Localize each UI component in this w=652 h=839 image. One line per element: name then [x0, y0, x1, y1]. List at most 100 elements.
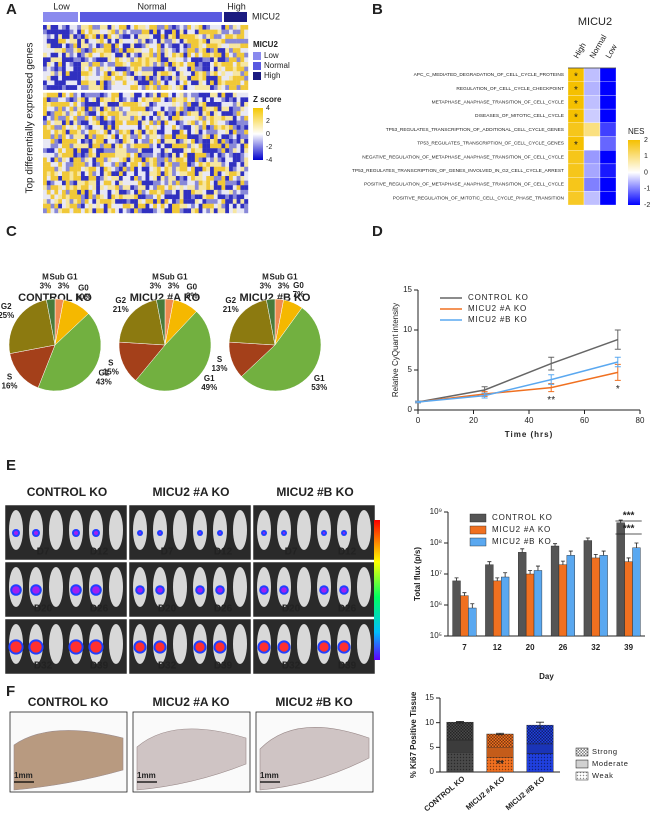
- heatmap-texture: [236, 208, 241, 214]
- heatmap-texture: [183, 43, 188, 49]
- group-label: Normal: [137, 1, 166, 11]
- heatmap-texture: [191, 166, 196, 172]
- heatmap-texture: [232, 62, 237, 67]
- significance-annotation: **: [547, 395, 555, 406]
- heatmap-texture: [149, 176, 154, 181]
- heatmap-texture: [69, 111, 74, 117]
- heatmap-texture: [96, 171, 101, 177]
- heatmap-texture: [202, 203, 207, 209]
- heatmap-texture: [244, 92, 249, 98]
- heatmap-texture: [61, 171, 66, 177]
- heatmap-texture: [160, 162, 165, 167]
- heatmap-texture: [232, 85, 237, 90]
- heatmap-texture: [115, 52, 120, 58]
- heatmap-texture: [175, 85, 180, 90]
- error-bar: [470, 603, 475, 609]
- heatmap-texture: [164, 139, 169, 144]
- heatmap-texture: [236, 162, 241, 167]
- heatmap-texture: [92, 57, 97, 63]
- heatmap-texture: [160, 29, 165, 35]
- heatmap-texture: [115, 194, 120, 200]
- heatmap-texture: [134, 115, 139, 121]
- heatmap-texture: [54, 180, 59, 186]
- heatmap-texture: [183, 85, 188, 90]
- heatmap-texture: [240, 148, 245, 154]
- heatmap-texture: [54, 176, 59, 181]
- heatmap-texture: [58, 152, 63, 158]
- heatmap-texture: [141, 120, 146, 126]
- x-tick-label: 20: [469, 416, 478, 425]
- heatmap-texture: [92, 129, 97, 135]
- heatmap-texture: [73, 148, 78, 154]
- heatmap-texture: [43, 106, 47, 112]
- heatmap-texture: [225, 34, 230, 40]
- heatmap-texture: [217, 71, 222, 77]
- heatmap-texture: [77, 152, 82, 158]
- error-bar: [548, 356, 555, 371]
- heatmap-texture: [160, 71, 165, 77]
- heatmap-texture: [115, 43, 120, 49]
- heatmap-texture: [130, 129, 135, 135]
- heatmap-texture: [99, 194, 104, 200]
- heatmap-texture: [65, 25, 70, 30]
- heatmap-texture: [43, 134, 47, 140]
- heatmap-texture: [160, 203, 165, 209]
- heatmap-texture: [54, 34, 59, 40]
- mouse-image: [233, 510, 247, 550]
- heatmap-texture: [84, 48, 89, 53]
- heatmap-texture: [221, 162, 226, 167]
- heatmap-texture: [46, 171, 51, 177]
- heatmap-texture: [111, 29, 116, 35]
- heatmap-texture: [168, 208, 173, 214]
- heatmap-texture: [115, 48, 120, 53]
- heatmap-texture: [145, 129, 150, 135]
- tissue-section: [259, 726, 370, 791]
- heatmap-texture: [46, 134, 51, 140]
- heatmap-texture: [84, 185, 89, 191]
- heatmap-texture: [88, 152, 93, 158]
- heatmap-texture: [103, 143, 108, 149]
- heatmap-texture: [96, 71, 101, 77]
- heatmap-texture: [141, 71, 146, 77]
- heatmap-texture: [206, 52, 211, 58]
- heatmap-texture: [61, 57, 66, 63]
- heatmap-texture: [141, 97, 146, 103]
- heatmap-texture: [103, 34, 108, 40]
- heatmap-texture: [130, 29, 135, 35]
- heatmap-texture: [236, 48, 241, 53]
- heatmap-texture: [99, 57, 104, 63]
- heatmap-texture: [156, 102, 161, 107]
- heatmap-texture: [153, 75, 158, 81]
- heatmap-texture: [244, 43, 249, 49]
- heatmap-texture: [240, 171, 245, 177]
- heatmap-texture: [172, 125, 177, 130]
- heatmap-texture: [137, 85, 142, 90]
- heatmap-texture: [130, 43, 135, 49]
- heatmap-texture: [191, 208, 196, 214]
- heatmap-texture: [115, 66, 120, 72]
- heatmap-texture: [50, 166, 55, 172]
- heatmap-texture: [229, 189, 234, 195]
- heatmap-texture: [156, 176, 161, 181]
- heatmap-texture: [145, 162, 150, 167]
- heatmap-texture: [225, 185, 230, 191]
- heatmap-texture: [73, 92, 78, 98]
- heatmap-texture: [210, 185, 215, 191]
- slice-value-label: 7%: [293, 290, 305, 299]
- heatmap-texture: [118, 29, 123, 35]
- heatmap-texture: [168, 176, 173, 181]
- heatmap-texture: [145, 52, 150, 58]
- heatmap-texture: [73, 111, 78, 117]
- heatmap-texture: [229, 171, 234, 177]
- heatmap-texture: [77, 125, 82, 130]
- heatmap-texture: [213, 208, 218, 214]
- heatmap-texture: [58, 92, 63, 98]
- heatmap-texture: [183, 162, 188, 167]
- heatmap-texture: [43, 97, 47, 103]
- heatmap-texture: [46, 97, 51, 103]
- heatmap-texture: [232, 199, 237, 204]
- heatmap-texture: [84, 180, 89, 186]
- heatmap-texture: [103, 176, 108, 181]
- heatmap-texture: [103, 43, 108, 49]
- heatmap-texture: [58, 148, 63, 154]
